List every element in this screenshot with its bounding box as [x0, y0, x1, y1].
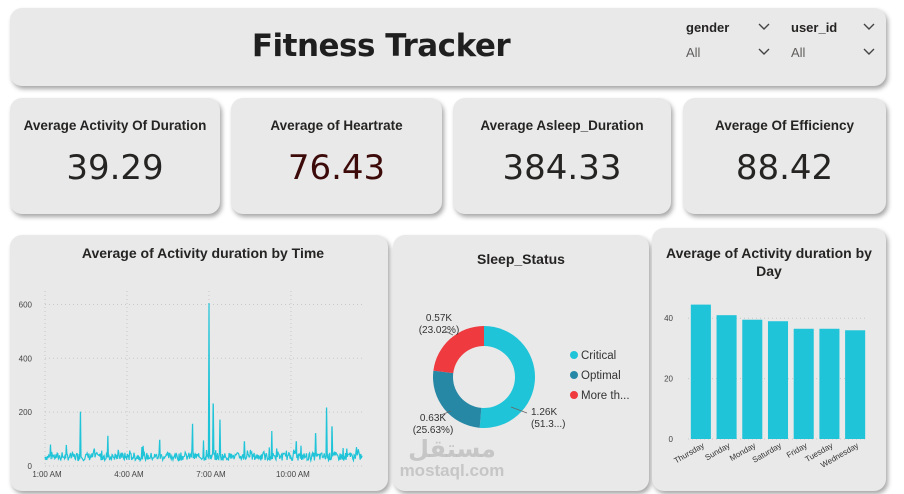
legend-marker — [570, 351, 578, 359]
bar-chart-card: Average of Activity duration by Day 0 20 4… — [652, 228, 886, 491]
y-tick-label: 20 — [664, 375, 673, 384]
bar-sunday — [716, 315, 737, 439]
y-tick-label: 0 — [669, 435, 674, 444]
y-tick-label: 400 — [19, 354, 33, 363]
bar-chart-title: Average of Activity duration by Day — [666, 245, 872, 279]
x-tick-label: Saturday — [751, 441, 783, 465]
bar-tuesday — [819, 328, 840, 439]
user-id-slicer[interactable]: user_id All — [791, 20, 875, 60]
slice-percent-label: (23.02%) — [419, 325, 460, 336]
kpi-card-activity-duration: Average Activity Of Duration 39.29 — [10, 98, 220, 214]
y-tick-label: 600 — [19, 300, 33, 309]
donut-chart: 1.26K(51.3...) 0.63K(25.63%) 0.57K(23.02%)… — [413, 313, 630, 436]
watermark-latin: mostaql.com — [399, 461, 505, 480]
donut-chart-title: Sleep_Status — [477, 251, 565, 267]
bar-thursday — [690, 304, 711, 439]
slice-value-label: 0.63K — [420, 413, 446, 424]
x-tick-label: Thursday — [672, 441, 705, 465]
gender-slicer[interactable]: gender All — [686, 20, 770, 60]
y-tick-label: 200 — [19, 408, 33, 417]
legend-label: Optimal — [581, 370, 621, 382]
x-tick-label: 7:00 AM — [196, 470, 226, 479]
kpi-title: Average Asleep_Duration — [480, 118, 644, 133]
gender-slicer-label: gender — [686, 20, 730, 35]
bar-saturday — [767, 321, 789, 439]
kpi-value: 88.42 — [735, 148, 834, 188]
user-id-dropdown[interactable]: All — [791, 45, 875, 60]
slice-value-label: 0.57K — [426, 313, 452, 324]
chevron-down-icon[interactable] — [863, 20, 875, 32]
chevron-down-icon[interactable] — [758, 20, 770, 32]
legend-label: Critical — [581, 350, 616, 362]
kpi-value: 76.43 — [287, 148, 386, 188]
chevron-down-icon[interactable] — [758, 45, 770, 57]
header-card: Fitness Tracker gender All user_id All — [10, 8, 886, 86]
line-chart: 0 200 400 600 1:00 AM 4:00 AM 7:00 AM 10:00 AM — [19, 291, 363, 479]
y-tick-label: 40 — [664, 314, 673, 323]
leader-line — [444, 330, 454, 336]
user-id-selected-value: All — [791, 45, 806, 60]
y-tick-label: 0 — [28, 462, 33, 471]
kpi-card-asleep-duration: Average Asleep_Duration 384.33 — [453, 98, 671, 214]
legend-label: More th... — [581, 390, 630, 402]
kpi-card-efficiency: Average Of Efficiency 88.42 — [683, 98, 886, 214]
leader-line — [440, 410, 452, 416]
donut-slice-more-th — [433, 326, 484, 374]
legend-marker — [570, 391, 578, 399]
x-tick-label: 1:00 AM — [32, 470, 62, 479]
kpi-title: Average of Heartrate — [270, 118, 403, 133]
kpi-card-heartrate: Average of Heartrate 76.43 — [231, 98, 442, 214]
line-chart-title: Average of Activity duration by Time — [81, 245, 325, 261]
slice-percent-label: (51.3...) — [531, 419, 565, 430]
watermark-arabic: مستقل — [408, 435, 496, 463]
donut-slice-optimal — [433, 370, 482, 428]
gender-selected-value: All — [686, 45, 701, 60]
leader-line — [510, 406, 528, 414]
kpi-title: Average Activity Of Duration — [23, 118, 207, 133]
page-title: Fitness Tracker — [251, 28, 511, 64]
x-tick-label: 4:00 AM — [114, 470, 144, 479]
chevron-down-icon[interactable] — [863, 45, 875, 57]
x-tick-label: 10:00 AM — [276, 470, 310, 479]
kpi-title: Average Of Efficiency — [714, 118, 855, 133]
kpi-value: 39.29 — [66, 148, 164, 188]
donut-chart-card: Sleep_Status 1.26K (51.3...) 0.63K (25.63%)… — [393, 235, 649, 491]
slice-percent-label: (25.63%) — [413, 425, 454, 436]
bar-wednesday — [845, 330, 866, 439]
x-tick-label: Sunday — [704, 441, 732, 462]
user-id-slicer-label: user_id — [791, 20, 838, 35]
line-chart-card: Average of Activity duration by Time 0 20… — [10, 235, 388, 491]
slice-value-label: 1.26K — [531, 407, 557, 418]
kpi-value: 384.33 — [502, 148, 622, 188]
bar-monday — [742, 319, 763, 439]
activity-series-line — [44, 303, 363, 463]
legend-marker — [570, 371, 578, 379]
gender-dropdown[interactable]: All — [686, 45, 770, 60]
donut-slice-critical — [479, 326, 535, 428]
watermark: مستقل mostaql.com — [392, 436, 512, 480]
bar-friday — [793, 328, 814, 439]
